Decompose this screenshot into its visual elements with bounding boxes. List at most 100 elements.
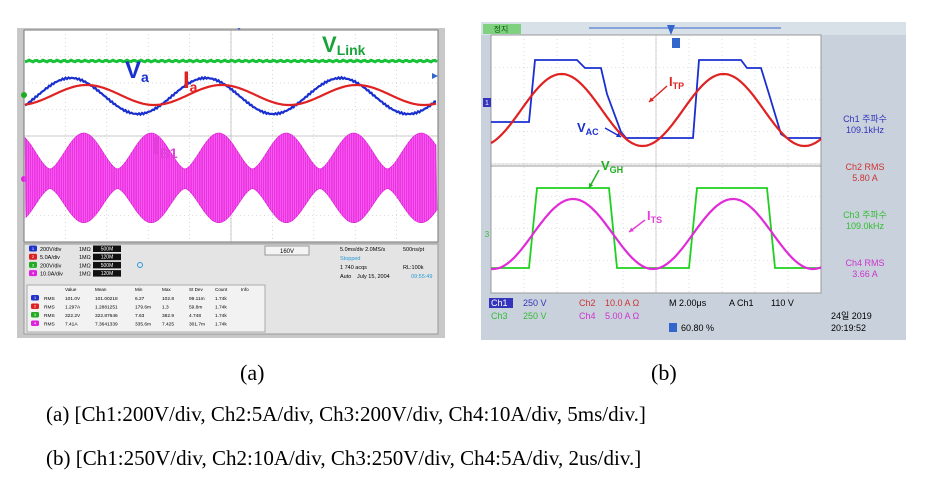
label-vac: VAC [577,120,599,137]
svg-text:Info: Info [241,287,249,292]
svg-text:110 V: 110 V [771,298,794,308]
channel-readout-b: Ch1 250 V Ch2 10.0 A Ω M 2.00μs A Ch1 11… [489,298,872,333]
svg-text:July 15, 2004: July 15, 2004 [357,274,390,280]
svg-text:200V/div: 200V/div [40,263,62,269]
waveforms-b [490,59,822,271]
caption-b: (b) [651,360,677,385]
svg-text:1.74k: 1.74k [215,322,227,328]
svg-text:Ch3: Ch3 [491,311,508,321]
svg-text:179.6m: 179.6m [135,305,151,311]
svg-text:4: 4 [32,271,35,276]
svg-text:1.2881251: 1.2881251 [95,305,118,311]
label-ia: Ia [183,67,198,95]
svg-text:20:19:52: 20:19:52 [831,323,866,333]
svg-text:59.8m: 59.8m [189,305,202,311]
svg-text:5.80 A: 5.80 A [852,173,878,183]
svg-text:1.3: 1.3 [162,305,169,311]
svg-text:St Dev: St Dev [189,287,203,292]
svg-text:335.6m: 335.6m [135,322,151,328]
svg-text:500M: 500M [101,247,114,253]
scope-grid-b [491,35,821,293]
svg-text:10.0A/div: 10.0A/div [40,272,63,278]
svg-text:1.74k: 1.74k [215,305,227,311]
svg-text:24일 2019: 24일 2019 [831,311,872,321]
svg-text:4.748: 4.748 [189,313,201,319]
svg-text:7.425: 7.425 [162,322,174,328]
svg-text:Auto: Auto [340,274,351,280]
trigger-position-marker [589,25,781,48]
svg-text:200V/div: 200V/div [40,247,62,253]
label-vgh: VGH [601,158,623,175]
svg-text:09:55:49: 09:55:49 [411,274,432,280]
svg-text:Max: Max [162,287,171,292]
svg-text:5.0A/div: 5.0A/div [40,255,60,261]
svg-text:Ch4: Ch4 [579,311,596,321]
svg-text:322.2V: 322.2V [65,313,81,319]
stop-label: 정지 [494,24,509,34]
svg-text:1.74k: 1.74k [215,313,227,319]
svg-text:RMS: RMS [44,305,55,311]
svg-text:Ch3 주파수: Ch3 주파수 [843,210,887,220]
svg-text:Stopped: Stopped [340,256,361,262]
svg-text:250 V: 250 V [523,298,547,308]
svg-text:1: 1 [32,246,35,251]
svg-text:102.8: 102.8 [162,296,174,302]
svg-text:6.27: 6.27 [135,296,145,302]
svg-text:1: 1 [485,100,489,107]
channel-settings-a: 1 200V/div 1MΩ 500M 2 5.0A/div 1MΩ 120M 3 200V/di… [29,245,143,278]
svg-text:101.00218: 101.00218 [95,296,118,302]
svg-text:10.0 A Ω: 10.0 A Ω [605,298,640,308]
svg-text:5.00 A Ω: 5.00 A Ω [605,311,640,321]
caption-a: (a) [240,360,265,385]
svg-text:109.1kHz: 109.1kHz [846,125,885,135]
label-its: ITS [647,208,662,225]
waveforms-a [24,58,438,223]
svg-text:1.297A: 1.297A [65,305,81,311]
svg-text:160V: 160V [280,249,294,255]
svg-text:Ch1: Ch1 [491,298,508,308]
svg-text:RMS: RMS [44,296,55,302]
settings-note-b: (b) [Ch1:250V/div, Ch2:10A/div, Ch3:250V… [46,446,642,470]
svg-text:1MΩ: 1MΩ [79,272,91,278]
svg-text:1MΩ: 1MΩ [79,247,91,253]
svg-text:120M: 120M [101,271,114,277]
ch3-marker: 3 [485,230,490,239]
svg-text:1 740 acqs: 1 740 acqs [340,265,367,271]
label-vlink: VLink [322,32,366,58]
svg-text:120M: 120M [101,255,114,261]
svg-text:4: 4 [34,322,36,326]
svg-text:382.9: 382.9 [162,313,174,319]
trigger-readout-a: 160V [264,245,310,256]
svg-text:7.3641339: 7.3641339 [95,322,118,328]
svg-text:500M: 500M [101,263,114,269]
oscilloscope-panel-a: VLink Va Ia IB1 1 200V/div 1MΩ 500M 2 5.0A/di… [17,28,445,338]
svg-text:250 V: 250 V [523,311,547,321]
svg-text:Ch2: Ch2 [579,298,596,308]
svg-text:Count: Count [215,287,228,292]
oscilloscope-panel-b: 정지 1 3 ITP VAC VGH ITS Ch1 주파수109.1kHzCh… [481,22,906,340]
svg-text:5.0ms/div 2.0MS/s: 5.0ms/div 2.0MS/s [340,247,385,253]
svg-text:2: 2 [32,254,35,259]
svg-text:M 2.00μs: M 2.00μs [669,298,707,308]
svg-text:60.80 %: 60.80 % [681,323,714,333]
svg-text:A Ch1: A Ch1 [729,298,754,308]
svg-text:RMS: RMS [44,313,55,319]
svg-text:Ch1 주파수: Ch1 주파수 [843,114,887,124]
svg-text:Mean: Mean [95,287,107,292]
settings-note-a: (a) [Ch1:200V/div, Ch2:5A/div, Ch3:200V/… [46,402,646,426]
label-va: Va [125,57,149,85]
svg-text:1MΩ: 1MΩ [79,263,91,269]
svg-text:3.66 A: 3.66 A [852,269,878,279]
svg-text:3: 3 [32,262,35,267]
svg-text:1: 1 [34,296,36,300]
svg-text:1.74k: 1.74k [215,296,227,302]
svg-text:RL:100k: RL:100k [403,265,424,271]
svg-text:1MΩ: 1MΩ [79,255,91,261]
svg-text:3: 3 [34,313,36,317]
svg-text:Ch2 RMS: Ch2 RMS [845,162,884,172]
svg-text:101.0V: 101.0V [65,296,81,302]
svg-text:322.87646: 322.87646 [95,313,118,319]
label-ib1: IB1 [153,133,178,161]
svg-text:7.41A: 7.41A [65,322,78,328]
